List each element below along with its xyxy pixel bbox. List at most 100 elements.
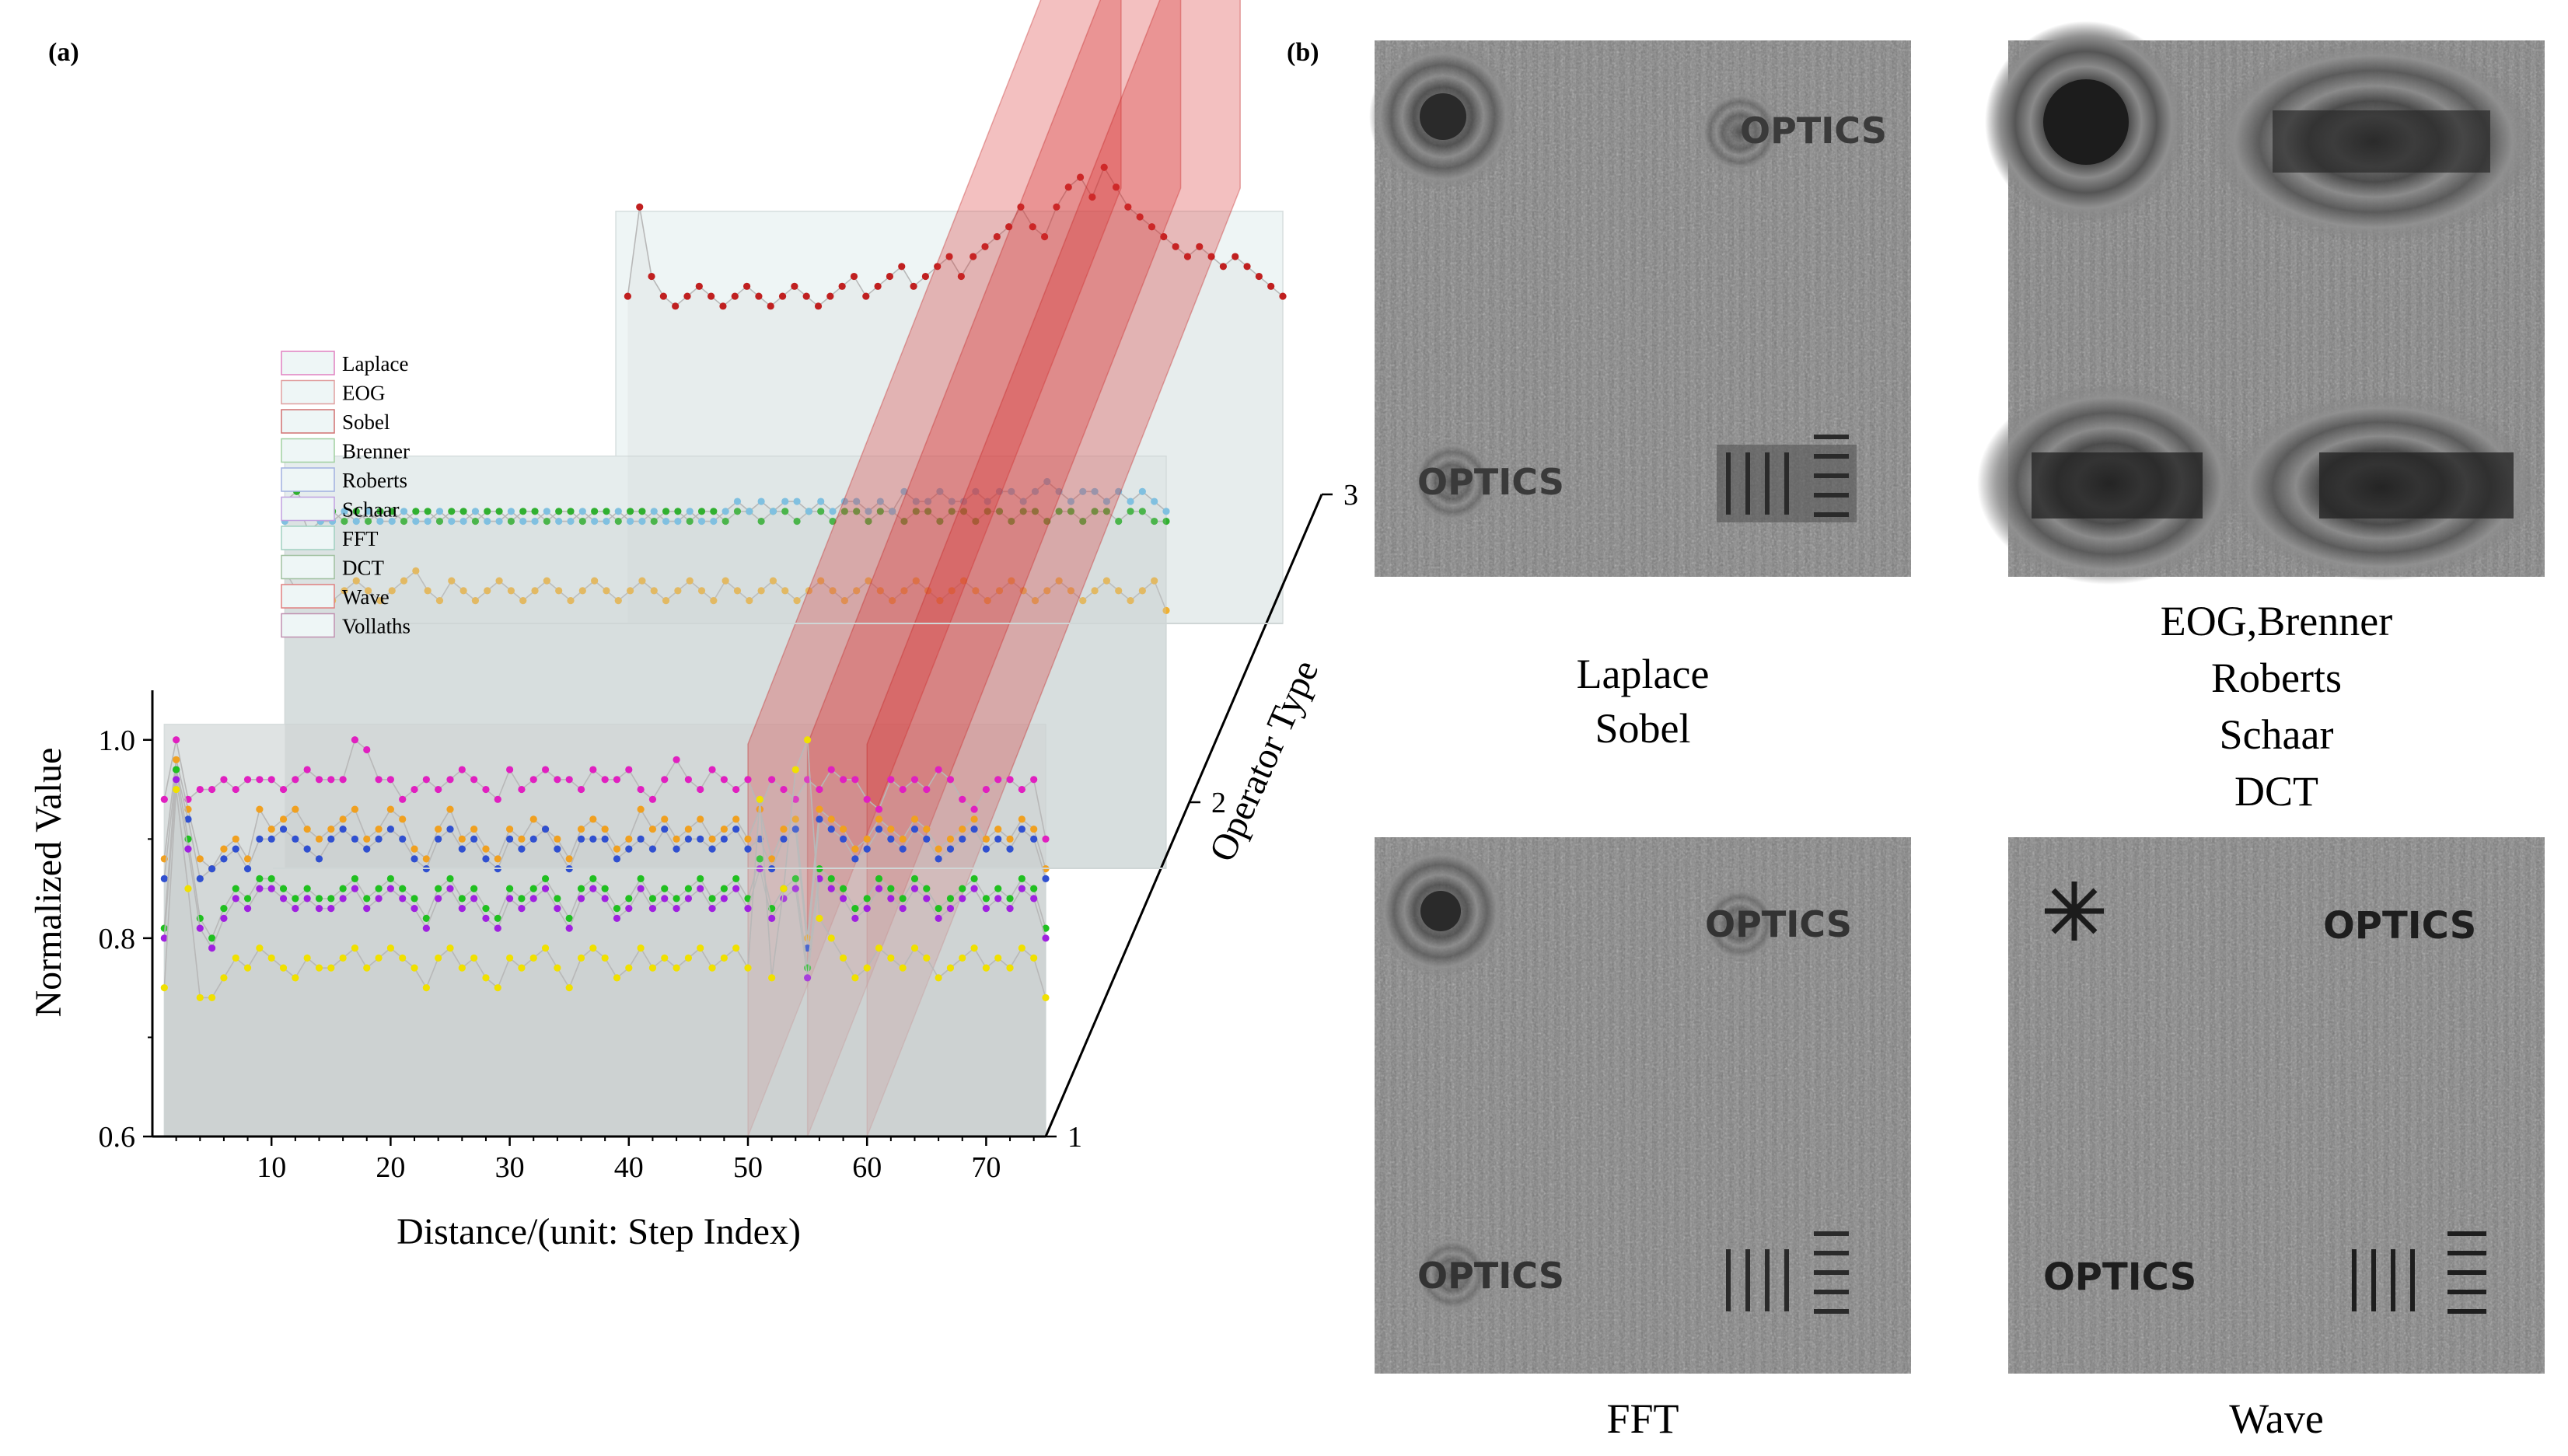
data-point bbox=[196, 785, 204, 794]
data-point bbox=[733, 508, 742, 515]
data-point bbox=[743, 282, 751, 290]
series-area bbox=[164, 739, 1046, 1137]
legend-label: Roberts bbox=[342, 469, 407, 492]
data-point bbox=[243, 855, 252, 863]
data-point bbox=[625, 835, 633, 843]
data-point bbox=[744, 845, 752, 853]
data-point bbox=[650, 508, 658, 515]
data-point bbox=[1279, 292, 1287, 300]
data-point bbox=[459, 517, 467, 525]
data-point bbox=[279, 964, 288, 972]
data-point bbox=[267, 954, 275, 962]
data-point bbox=[804, 974, 812, 982]
data-point bbox=[946, 895, 955, 903]
data-point bbox=[422, 984, 430, 992]
legend-label: Brenner bbox=[342, 440, 410, 463]
data-point bbox=[613, 905, 621, 913]
data-point bbox=[448, 508, 456, 515]
layer-3-series bbox=[624, 163, 1287, 623]
data-point bbox=[1162, 606, 1170, 614]
data-point bbox=[435, 835, 442, 843]
data-point bbox=[424, 517, 431, 525]
data-point bbox=[243, 895, 252, 903]
data-point bbox=[1112, 183, 1120, 191]
data-point bbox=[232, 845, 239, 853]
data-point bbox=[494, 924, 501, 932]
data-point bbox=[817, 508, 825, 515]
data-point bbox=[543, 577, 550, 585]
data-point bbox=[720, 825, 728, 833]
data-point bbox=[232, 885, 239, 892]
data-point bbox=[875, 805, 883, 813]
data-point bbox=[744, 905, 752, 913]
data-point bbox=[959, 795, 966, 803]
data-point bbox=[1079, 597, 1087, 605]
data-point bbox=[554, 905, 561, 913]
data-point bbox=[375, 885, 383, 892]
data-point bbox=[327, 835, 335, 843]
data-point bbox=[435, 508, 444, 515]
data-point bbox=[816, 805, 823, 813]
data-point bbox=[1162, 508, 1170, 515]
data-point bbox=[292, 776, 299, 784]
data-point bbox=[364, 508, 372, 515]
data-point bbox=[936, 487, 944, 495]
data-point bbox=[303, 766, 311, 773]
data-point bbox=[196, 875, 204, 882]
data-point bbox=[279, 895, 288, 903]
data-point bbox=[446, 825, 454, 833]
data-point bbox=[160, 875, 168, 882]
data-point bbox=[793, 517, 801, 525]
data-point bbox=[755, 292, 763, 300]
data-point bbox=[982, 845, 990, 853]
data-point bbox=[160, 984, 168, 992]
data-point bbox=[887, 885, 895, 892]
data-point bbox=[780, 885, 788, 892]
data-point bbox=[757, 587, 765, 595]
data-point bbox=[303, 845, 311, 853]
data-point bbox=[1115, 517, 1123, 525]
data-point bbox=[339, 815, 347, 823]
data-point bbox=[936, 597, 944, 605]
z-ticks: 1 2 3 bbox=[273, 479, 1358, 1154]
data-point bbox=[363, 905, 371, 913]
data-point bbox=[388, 587, 396, 595]
data-point bbox=[1151, 517, 1158, 525]
data-point bbox=[994, 895, 1002, 903]
data-point bbox=[839, 825, 847, 833]
image-grid: OPTICS OPTICS bbox=[1369, 21, 2545, 1442]
data-point bbox=[424, 587, 431, 595]
caption-line: DCT bbox=[2234, 768, 2318, 815]
data-point bbox=[375, 835, 383, 843]
data-point bbox=[817, 577, 825, 585]
data-point bbox=[674, 517, 682, 525]
data-point bbox=[589, 766, 597, 773]
data-point bbox=[160, 924, 168, 932]
data-point bbox=[863, 895, 871, 903]
data-point bbox=[435, 785, 442, 794]
data-point bbox=[732, 815, 740, 823]
data-point bbox=[315, 855, 323, 863]
data-point bbox=[363, 745, 371, 754]
data-point bbox=[386, 944, 394, 952]
data-point bbox=[982, 964, 990, 972]
data-point bbox=[519, 597, 527, 605]
data-point bbox=[482, 905, 490, 913]
data-point bbox=[791, 815, 799, 823]
data-point bbox=[1162, 517, 1170, 525]
data-point bbox=[412, 508, 420, 515]
x-axis-label: Distance/(unit: Step Index) bbox=[397, 1211, 801, 1252]
data-point bbox=[232, 835, 239, 843]
data-point bbox=[470, 776, 478, 784]
data-point bbox=[315, 835, 323, 843]
data-point bbox=[173, 756, 180, 763]
highlight-plane bbox=[866, 0, 1241, 1137]
data-point bbox=[341, 508, 348, 515]
data-point bbox=[791, 795, 799, 803]
data-point bbox=[351, 944, 359, 952]
data-point bbox=[591, 577, 599, 585]
data-point bbox=[697, 517, 706, 525]
data-point bbox=[875, 885, 883, 892]
data-point bbox=[746, 508, 753, 515]
data-point bbox=[744, 895, 752, 903]
